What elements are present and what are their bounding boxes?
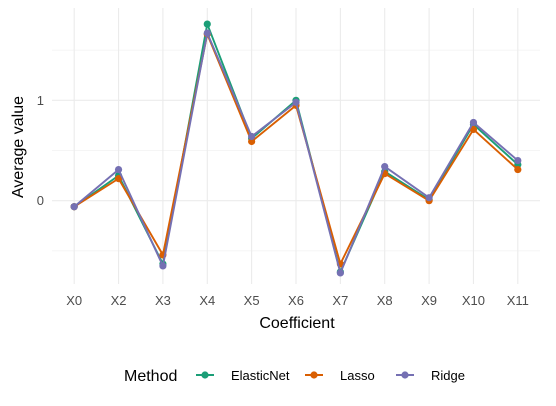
y-tick-labels: 01 [37, 93, 44, 208]
x-tick-label: X5 [244, 293, 260, 308]
legend-label: ElasticNet [231, 368, 290, 383]
data-point-ridge [514, 157, 521, 164]
x-tick-label: X3 [155, 293, 171, 308]
y-tick-label: 0 [37, 193, 44, 208]
data-point-ridge [470, 119, 477, 126]
x-tick-label: X8 [377, 293, 393, 308]
x-axis-title: Coefficient [259, 315, 335, 332]
data-point-ridge [292, 99, 299, 106]
legend-title: Method [124, 368, 177, 385]
data-point-ridge [204, 29, 211, 36]
x-tick-label: X0 [66, 293, 82, 308]
legend-item-elasticnet: ElasticNet [196, 368, 290, 383]
legend-item-lasso: Lasso [305, 368, 375, 383]
x-tick-label: X6 [288, 293, 304, 308]
y-axis-title: Average value [10, 96, 27, 198]
x-tick-label: X9 [421, 293, 437, 308]
legend-items: ElasticNet Lasso Ridge [196, 368, 465, 383]
data-point-ridge [248, 133, 255, 140]
x-tick-label: X10 [462, 293, 485, 308]
legend-label: Ridge [431, 368, 465, 383]
legend-key-point [401, 371, 408, 378]
x-tick-label: X2 [111, 293, 127, 308]
x-tick-label: X4 [199, 293, 215, 308]
grid-major [52, 8, 540, 284]
legend-key-point [201, 371, 208, 378]
data-point-ridge [159, 262, 166, 269]
data-point-ridge [337, 269, 344, 276]
legend-key-point [310, 371, 317, 378]
legend-item-ridge: Ridge [396, 368, 465, 383]
data-point-ridge [115, 166, 122, 173]
data-point-lasso [514, 166, 521, 173]
x-tick-label: X11 [507, 293, 529, 308]
data-point-ridge [71, 203, 78, 210]
data-point-ridge [425, 194, 432, 201]
data-point-elasticnet [204, 20, 211, 27]
x-tick-labels: X0 X2 X3 X4 X5 X6 X7 X8 X9 X10 X11 [66, 293, 529, 308]
legend-label: Lasso [340, 368, 375, 383]
x-tick-label: X7 [332, 293, 348, 308]
legend: Method ElasticNet Lasso Ridge [124, 368, 465, 385]
data-point-ridge [381, 163, 388, 170]
y-tick-label: 1 [37, 93, 44, 108]
